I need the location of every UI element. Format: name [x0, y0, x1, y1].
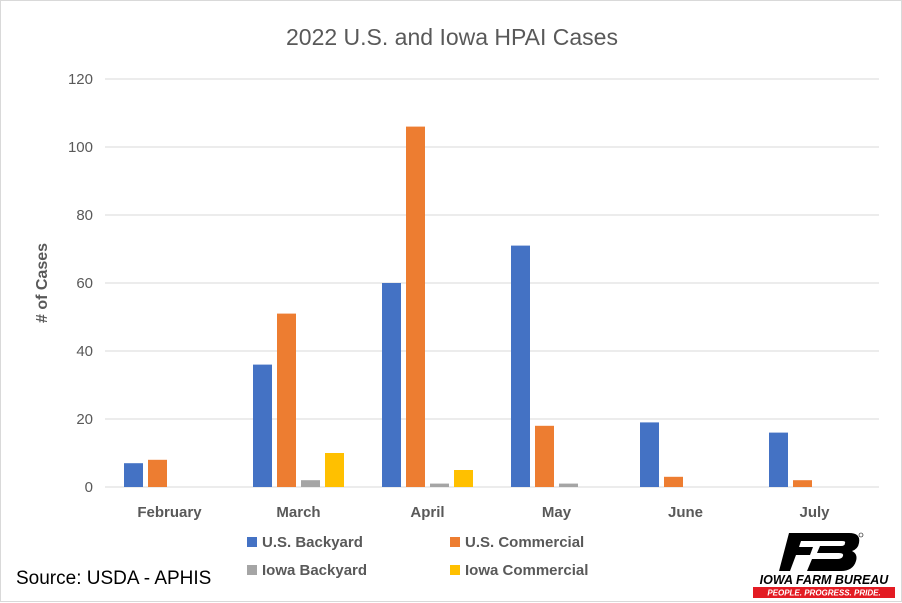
y-tick-label: 120 [68, 71, 93, 88]
bar-iowa-commercial-april [454, 470, 473, 487]
bar-iowa-backyard-march [301, 480, 320, 487]
bar-u-s-commercial-february [148, 459, 167, 487]
bar-u-s-backyard-may [511, 245, 530, 487]
bar-u-s-backyard-june [640, 422, 659, 487]
x-category-label: June [668, 504, 703, 521]
x-category-label: March [276, 504, 320, 521]
bar-u-s-commercial-may [535, 425, 554, 487]
legend-label: U.S. Commercial [465, 534, 584, 551]
bar-iowa-backyard-april [430, 483, 449, 487]
chart-title: 2022 U.S. and Iowa HPAI Cases [286, 24, 618, 50]
y-tick-label: 80 [76, 207, 93, 224]
bars [124, 126, 812, 487]
legend-swatch [247, 537, 257, 547]
logo-tagline: PEOPLE. PROGRESS. PRIDE. [767, 589, 880, 598]
bar-u-s-backyard-february [124, 463, 143, 487]
bar-u-s-backyard-april [382, 283, 401, 487]
y-axis-ticks: 0 20 40 60 80 100 120 [68, 71, 93, 496]
bar-u-s-commercial-july [793, 480, 812, 487]
legend-swatch [450, 537, 460, 547]
legend: U.S. Backyard U.S. Commercial Iowa Backyar… [247, 534, 588, 579]
bar-u-s-backyard-july [769, 432, 788, 487]
x-category-label: July [799, 504, 830, 521]
bar-u-s-backyard-march [253, 364, 272, 487]
legend-label: U.S. Backyard [262, 534, 363, 551]
gridlines [105, 78, 879, 488]
bar-u-s-commercial-june [664, 476, 683, 487]
legend-label: Iowa Commercial [465, 562, 588, 579]
bar-iowa-commercial-march [325, 453, 344, 487]
x-category-label: February [137, 504, 202, 521]
legend-swatch [247, 565, 257, 575]
x-category-label: May [542, 504, 572, 521]
y-tick-label: 40 [76, 343, 93, 360]
y-tick-label: 60 [76, 275, 93, 292]
x-category-label: April [410, 504, 444, 521]
y-tick-label: 100 [68, 139, 93, 156]
legend-swatch [450, 565, 460, 575]
bar-iowa-backyard-may [559, 483, 578, 487]
y-tick-label: 20 [76, 411, 93, 428]
logo-name: IOWA FARM BUREAU [760, 573, 890, 587]
source-note: Source: USDA - APHIS [16, 568, 212, 589]
farm-bureau-fb-logo-icon: IOWA FARM BUREAU PEOPLE. PROGRESS. PRIDE… [753, 532, 895, 598]
x-axis-categories: February March April May June July [137, 504, 830, 521]
y-tick-label: 0 [85, 479, 93, 496]
y-axis-label: # of Cases [34, 243, 51, 323]
bar-u-s-commercial-march [277, 313, 296, 487]
legend-label: Iowa Backyard [262, 562, 367, 579]
bar-u-s-commercial-april [406, 126, 425, 487]
